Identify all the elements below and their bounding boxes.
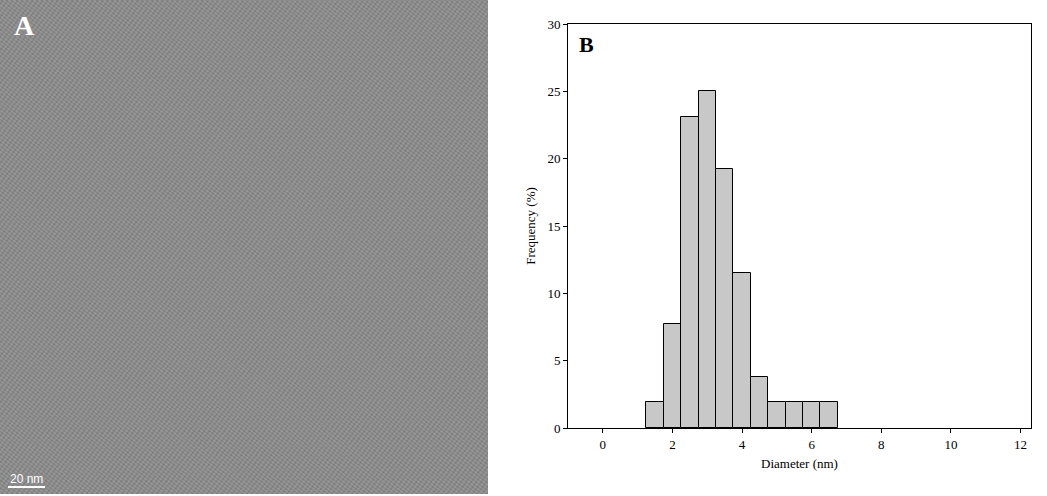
svg-text:2: 2: [669, 437, 676, 452]
svg-text:4: 4: [739, 437, 746, 452]
svg-text:6: 6: [808, 437, 815, 452]
svg-text:12: 12: [1014, 437, 1027, 452]
svg-text:20: 20: [547, 151, 560, 166]
html-text:20 nm: 20 nm: [10, 472, 44, 486]
svg-text:8: 8: [878, 437, 885, 452]
svg-text:10: 10: [944, 437, 957, 452]
svg-text:0: 0: [554, 421, 561, 436]
svg-text:B: B: [579, 32, 594, 57]
svg-text:10: 10: [547, 286, 560, 301]
svg-text:Frequency (%): Frequency (%): [523, 187, 538, 265]
svg-text:15: 15: [547, 219, 560, 234]
svg-text:Diameter (nm): Diameter (nm): [761, 456, 838, 471]
svg-text:30: 30: [547, 17, 560, 32]
svg-text:25: 25: [547, 84, 560, 99]
svg-text:5: 5: [554, 353, 561, 368]
html-text:A: A: [14, 10, 35, 41]
svg-text:0: 0: [600, 437, 607, 452]
